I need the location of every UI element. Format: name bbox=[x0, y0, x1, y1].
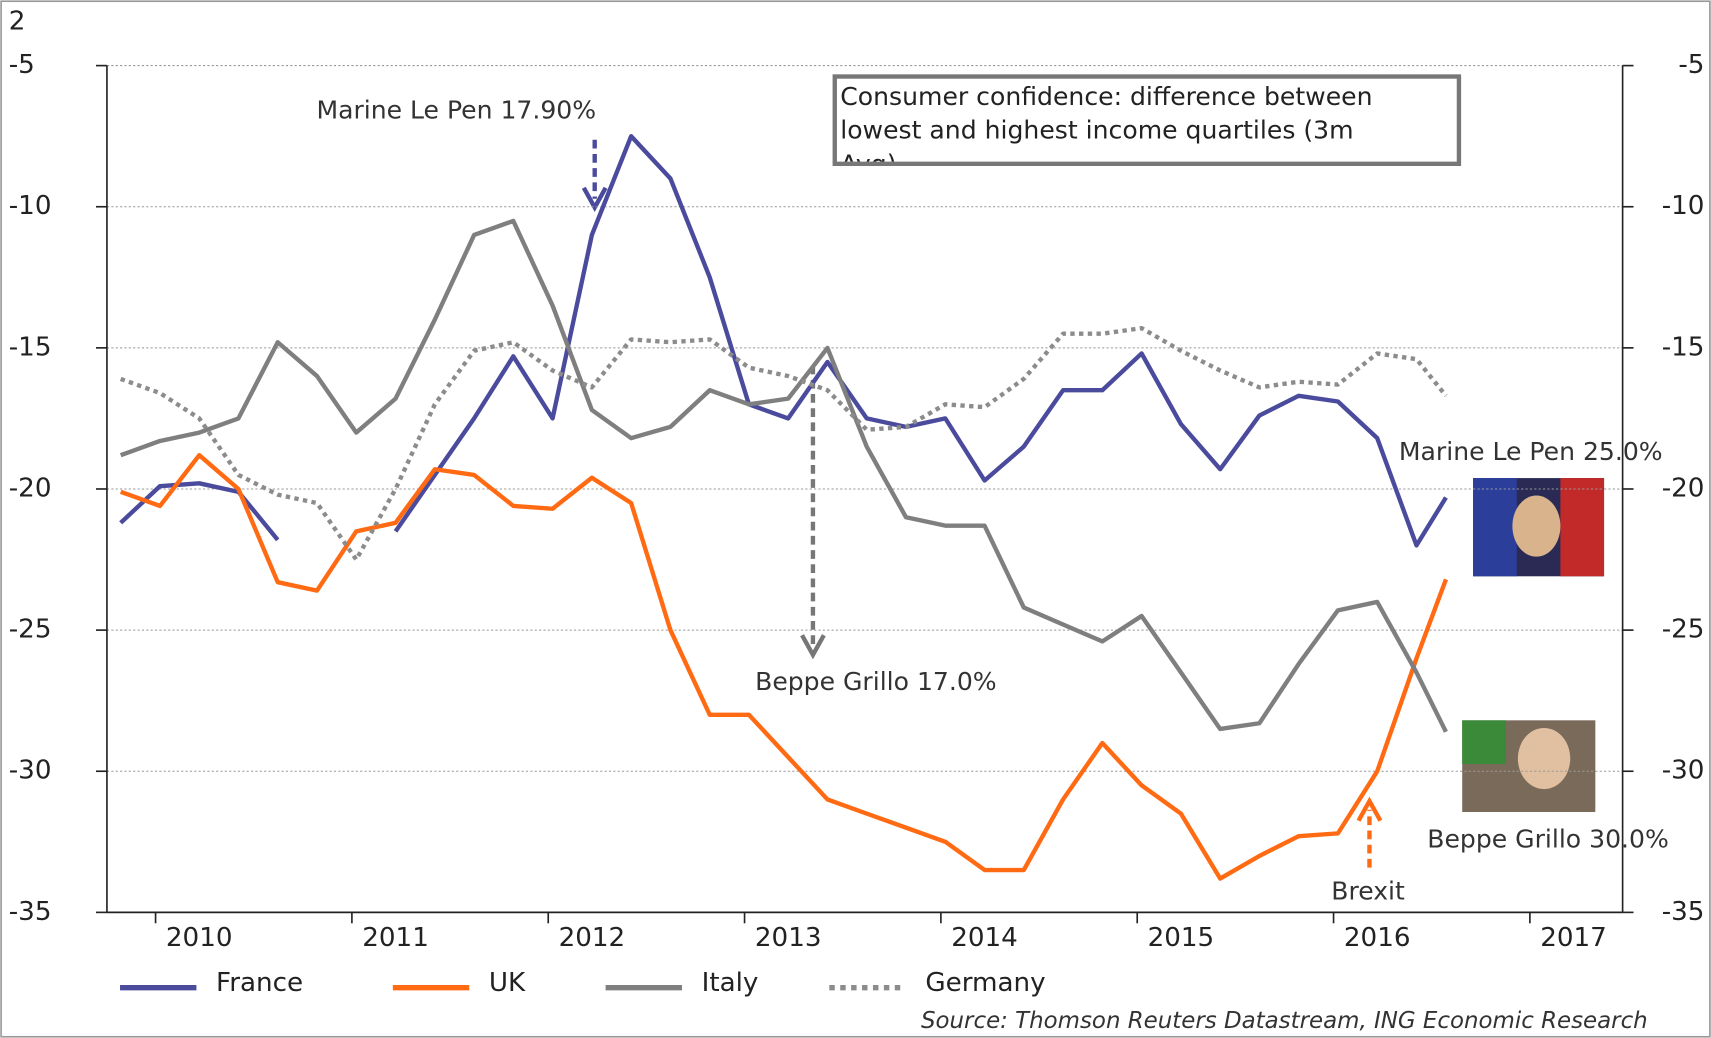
y-tick-label: -20 bbox=[9, 473, 52, 503]
title-wrap: Consumer confidence: difference between … bbox=[840, 81, 1457, 162]
series-line bbox=[121, 221, 1446, 732]
source: Source: Thomson Reuters Datastream, ING … bbox=[921, 1008, 1648, 1034]
x-tick-label: 2013 bbox=[755, 923, 822, 953]
x-tick-label: 2010 bbox=[166, 923, 233, 953]
legend-label: France bbox=[216, 968, 303, 998]
x-tick-label: 2017 bbox=[1540, 923, 1607, 953]
chart: 2 Consumer confidence: difference betwee… bbox=[0, 0, 1711, 1038]
face bbox=[1512, 496, 1560, 557]
y-tick-label: -10 bbox=[9, 191, 52, 221]
photo bbox=[1462, 478, 1604, 812]
x-tick-label: 2011 bbox=[362, 923, 429, 953]
annotation: Beppe Grillo 17.0% bbox=[755, 667, 997, 696]
y2-tick-label: -15 bbox=[1662, 332, 1705, 362]
y2-tick-label: -5 bbox=[1678, 50, 1704, 80]
x-tick-label: 2012 bbox=[559, 923, 626, 953]
flag-blue bbox=[1473, 478, 1517, 576]
series-line bbox=[121, 136, 1446, 545]
arrows bbox=[584, 140, 1381, 868]
chart-title: Consumer confidence: difference between … bbox=[840, 81, 1407, 162]
x-tick-label: 2014 bbox=[951, 923, 1018, 953]
annotation: Beppe Grillo 30.0% bbox=[1427, 824, 1669, 853]
y2-tick-label: -10 bbox=[1662, 191, 1705, 221]
face bbox=[1518, 728, 1570, 789]
y-tick-label: -5 bbox=[9, 50, 35, 80]
y-tick-label: -30 bbox=[9, 756, 52, 786]
legend-label: UK bbox=[489, 968, 526, 998]
annotation: Brexit bbox=[1331, 877, 1405, 906]
corner-label: 2 bbox=[9, 6, 26, 36]
series-line bbox=[121, 328, 1446, 559]
y-tick-label: -25 bbox=[9, 615, 52, 645]
y2-tick-label: -30 bbox=[1662, 756, 1705, 786]
y-tick-label: -35 bbox=[9, 897, 52, 927]
legend-label: Italy bbox=[702, 968, 759, 998]
legend-label: Germany bbox=[925, 968, 1045, 998]
annotation: Marine Le Pen 17.90% bbox=[316, 95, 596, 124]
y2-tick-label: -25 bbox=[1662, 615, 1705, 645]
x-tick-label: 2015 bbox=[1148, 923, 1215, 953]
flag-green bbox=[1462, 720, 1506, 764]
y2-tick-label: -35 bbox=[1662, 897, 1705, 927]
y-tick-label: -15 bbox=[9, 332, 52, 362]
flag-red bbox=[1560, 478, 1604, 576]
x-tick-label: 2016 bbox=[1344, 923, 1411, 953]
y2-tick-label: -20 bbox=[1662, 473, 1705, 503]
